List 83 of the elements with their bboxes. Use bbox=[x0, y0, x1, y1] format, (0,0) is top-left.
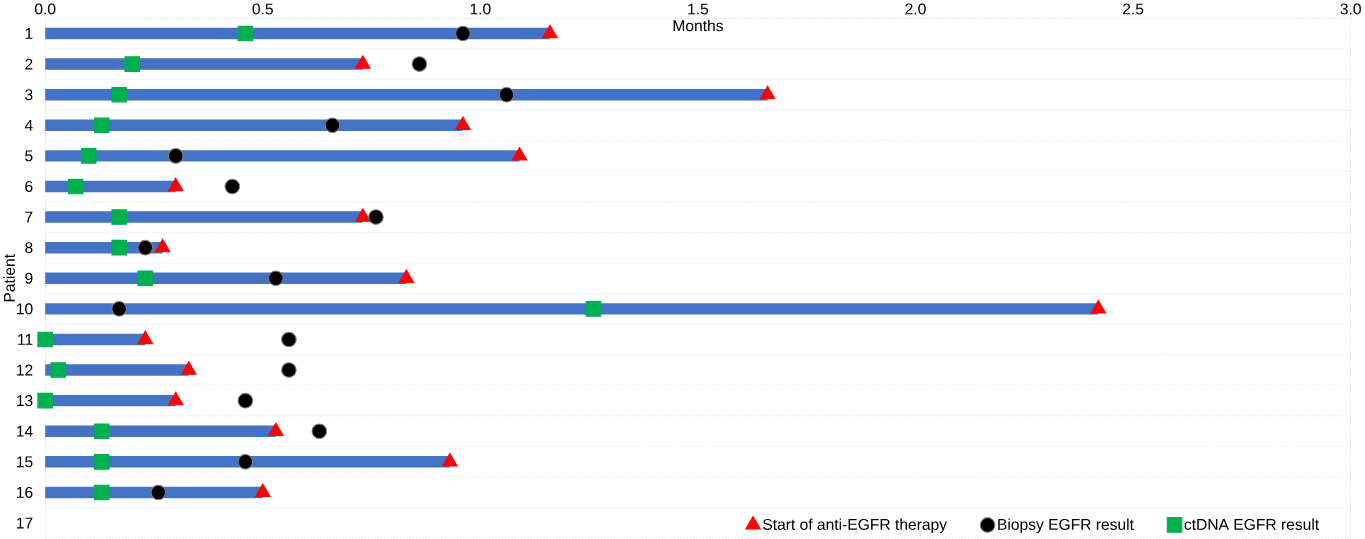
y-tick-label: 15 bbox=[17, 456, 33, 468]
point bbox=[268, 422, 284, 437]
point bbox=[37, 393, 53, 409]
y-tick-label: 13 bbox=[17, 395, 33, 407]
point bbox=[93, 423, 110, 440]
x-tick-label: 2.0 bbox=[905, 3, 926, 15]
bar bbox=[45, 211, 363, 224]
point bbox=[154, 239, 171, 253]
point bbox=[355, 208, 371, 222]
y-tick-label: 3 bbox=[25, 89, 33, 101]
point bbox=[111, 240, 127, 256]
point bbox=[137, 240, 154, 256]
point bbox=[111, 87, 127, 103]
point bbox=[311, 423, 328, 440]
point bbox=[167, 148, 184, 164]
x-tick-label: 1.0 bbox=[470, 3, 491, 15]
point bbox=[268, 270, 284, 287]
point bbox=[37, 331, 53, 348]
bar bbox=[45, 58, 363, 71]
x-axis-title: Months bbox=[673, 20, 723, 32]
point bbox=[585, 301, 602, 317]
point bbox=[137, 270, 154, 287]
x-tick-label: 2.5 bbox=[1123, 3, 1144, 15]
point bbox=[455, 25, 471, 42]
y-tick-label: 4 bbox=[24, 120, 33, 131]
point bbox=[355, 55, 371, 69]
point bbox=[411, 56, 428, 73]
point bbox=[50, 362, 67, 379]
y-tick-label: 12 bbox=[17, 364, 33, 376]
point bbox=[455, 116, 471, 131]
point bbox=[93, 117, 110, 134]
x-tick-label: 0.5 bbox=[252, 3, 273, 15]
point bbox=[368, 209, 384, 226]
point bbox=[137, 330, 153, 345]
point bbox=[237, 454, 254, 470]
y-tick-label: 14 bbox=[17, 426, 33, 437]
bar bbox=[45, 456, 450, 468]
point bbox=[759, 86, 776, 100]
bar bbox=[45, 150, 520, 162]
point bbox=[237, 393, 254, 409]
y-tick-label: 9 bbox=[25, 272, 33, 285]
y-tick-label: 6 bbox=[25, 181, 33, 193]
point bbox=[324, 117, 341, 134]
point bbox=[281, 362, 297, 379]
point bbox=[111, 301, 127, 317]
point bbox=[80, 148, 97, 164]
point bbox=[1090, 300, 1107, 314]
point bbox=[150, 484, 167, 501]
y-tick-label: 8 bbox=[25, 242, 33, 254]
x-tick-label: 1.5 bbox=[688, 3, 709, 15]
point bbox=[224, 178, 241, 195]
bar bbox=[45, 303, 1099, 315]
point bbox=[67, 178, 84, 195]
point bbox=[93, 454, 110, 470]
point bbox=[398, 269, 415, 284]
legend-label: Biopsy EGFR result bbox=[998, 518, 1134, 534]
y-axis-title: Patient bbox=[3, 254, 15, 302]
y-tick-label: 1 bbox=[25, 28, 33, 40]
point bbox=[181, 361, 197, 375]
point bbox=[93, 484, 110, 501]
point bbox=[498, 87, 515, 103]
point bbox=[124, 56, 141, 73]
y-tick-label: 7 bbox=[25, 211, 33, 223]
point bbox=[237, 25, 254, 42]
y-tick-label: 2 bbox=[25, 58, 33, 70]
point bbox=[281, 331, 297, 348]
point bbox=[168, 392, 184, 406]
legend-label: Start of anti-EGFR therapy bbox=[763, 518, 947, 534]
y-tick-label: 5 bbox=[25, 150, 33, 162]
y-tick-label: 10 bbox=[17, 303, 33, 315]
y-tick-label: 16 bbox=[17, 487, 33, 499]
point bbox=[168, 177, 184, 192]
point bbox=[255, 483, 271, 498]
legend-label: ctDNA EGFR result bbox=[1184, 518, 1320, 531]
y-tick-label: 17 bbox=[17, 517, 33, 529]
point bbox=[111, 209, 127, 226]
x-tick-label: 0.0 bbox=[34, 3, 56, 15]
point bbox=[442, 453, 458, 467]
point bbox=[542, 24, 558, 39]
x-tick-label: 3.0 bbox=[1340, 3, 1361, 15]
y-tick-label: 11 bbox=[18, 334, 33, 346]
point bbox=[511, 147, 528, 161]
bar bbox=[45, 89, 768, 101]
